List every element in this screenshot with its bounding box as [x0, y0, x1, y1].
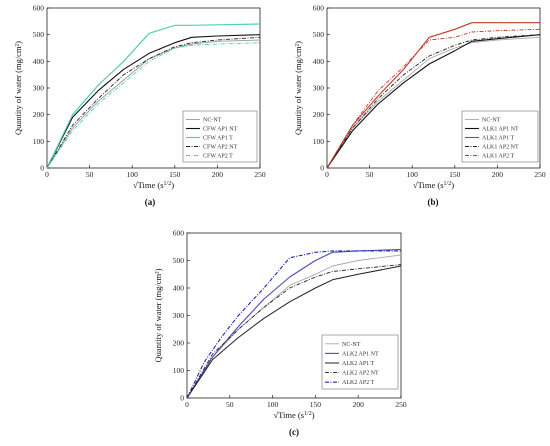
y-axis-label: Quantity of water (mg/cm²) [293, 41, 303, 135]
y-tick-label: 300 [313, 84, 325, 93]
y-tick-label: 400 [313, 57, 325, 66]
x-tick-label: 50 [86, 170, 94, 179]
legend-entry: NC-NT [342, 342, 361, 348]
series-line-4 [326, 28, 541, 169]
x-tick-label: 200 [212, 170, 224, 179]
y-tick-label: 300 [33, 84, 45, 93]
series-line-0 [46, 39, 261, 169]
panel-label: (c) [289, 427, 299, 437]
legend-entry: ALK1 AP1 NT [482, 127, 519, 133]
x-tick-label: 200 [353, 400, 365, 409]
x-tick-label: 0 [325, 170, 329, 179]
x-tick-label: 250 [395, 400, 407, 409]
series-line-3 [186, 264, 402, 399]
series-line-2 [186, 265, 402, 399]
legend-entry: CFW AP1 NT [203, 127, 238, 133]
x-axis-label: √Time (s1/2) [413, 180, 454, 190]
series-line-1 [326, 34, 541, 169]
legend-entry: CFW AP2 T [203, 154, 233, 160]
chart-panel-0: 0 50 100 150 200 250 0 100 200 300 400 500 600 √Time … [13, 4, 266, 208]
x-tick-label: 0 [45, 170, 49, 179]
y-tick-label: 200 [313, 110, 325, 119]
legend: NC-NT ALK2 AP1 NT ALK2 AP1 T ALK2 AP2 NT ALK… [321, 334, 399, 390]
x-tick-label: 50 [366, 170, 374, 179]
y-tick-label: 500 [33, 30, 45, 39]
x-tick-label: 100 [407, 170, 419, 179]
x-axis-label: √Time (s1/2) [273, 410, 314, 420]
y-tick-label: 100 [173, 366, 185, 375]
legend-entry: CFW AP1 T [203, 136, 233, 142]
legend: NC-NT ALK1 AP1 NT ALK1 AP1 T ALK1 AP2 NT ALK… [461, 110, 539, 163]
legend-entry: ALK1 AP2 T [482, 154, 515, 160]
x-tick-label: 150 [310, 400, 322, 409]
y-tick-label: 100 [313, 137, 325, 146]
y-tick-label: 500 [313, 30, 325, 39]
panel-label: (a) [145, 197, 156, 207]
y-axis-label: Quantity of water (mg/cm²) [153, 268, 163, 362]
y-tick-label: 200 [33, 110, 45, 119]
legend-box [182, 110, 258, 163]
x-tick-label: 250 [254, 170, 266, 179]
y-tick-label: 0 [180, 394, 184, 403]
x-tick-label: 150 [169, 170, 181, 179]
y-tick-label: 0 [320, 164, 324, 173]
y-axis-label: Quantity of water (mg/cm²) [13, 41, 23, 135]
legend-entry: NC-NT [203, 118, 222, 124]
series-line-0 [186, 254, 402, 399]
y-tick-label: 100 [33, 137, 45, 146]
x-tick-label: 50 [226, 400, 234, 409]
series-line-0 [326, 36, 541, 169]
y-tick-label: 0 [40, 164, 44, 173]
panel-label: (b) [428, 197, 439, 207]
y-tick-label: 600 [173, 229, 185, 238]
x-axis-label: √Time (s1/2) [133, 180, 174, 190]
series-line-4 [186, 250, 401, 399]
y-tick-label: 600 [313, 4, 325, 13]
chart-panel-2: 0 50 100 150 200 250 0 100 200 300 400 500 600 √Time … [153, 229, 407, 438]
legend-entry: ALK1 AP1 T [482, 136, 515, 142]
series-line-3 [46, 36, 261, 169]
y-tick-label: 200 [173, 339, 185, 348]
y-tick-label: 400 [33, 57, 45, 66]
series-line-4 [46, 42, 261, 169]
x-tick-label: 100 [267, 400, 279, 409]
legend-entry: ALK2 AP1 T [342, 361, 375, 367]
legend-entry: ALK1 AP2 NT [482, 145, 519, 151]
series-line-2 [326, 22, 540, 169]
x-tick-label: 200 [492, 170, 504, 179]
legend-entry: ALK2 AP2 T [342, 380, 375, 386]
series-line-1 [46, 34, 261, 169]
series-line-2 [46, 23, 261, 169]
y-tick-label: 600 [33, 4, 45, 13]
legend-entry: ALK2 AP1 NT [342, 351, 379, 357]
legend-entry: ALK2 AP2 NT [342, 371, 379, 377]
legend-entry: CFW AP2 NT [203, 145, 238, 151]
x-tick-label: 0 [185, 400, 189, 409]
legend: NC-NT CFW AP1 NT CFW AP1 T CFW AP2 NT CFW AP… [182, 110, 258, 163]
series-line-3 [326, 34, 541, 169]
x-tick-label: 150 [449, 170, 461, 179]
y-tick-label: 400 [173, 284, 185, 293]
x-tick-label: 250 [534, 170, 546, 179]
x-tick-label: 100 [127, 170, 139, 179]
chart-panel-1: 0 50 100 150 200 250 0 100 200 300 400 500 600 √Time … [293, 4, 546, 208]
legend-entry: NC-NT [482, 118, 501, 124]
y-tick-label: 300 [173, 311, 185, 320]
y-tick-label: 500 [173, 256, 185, 265]
